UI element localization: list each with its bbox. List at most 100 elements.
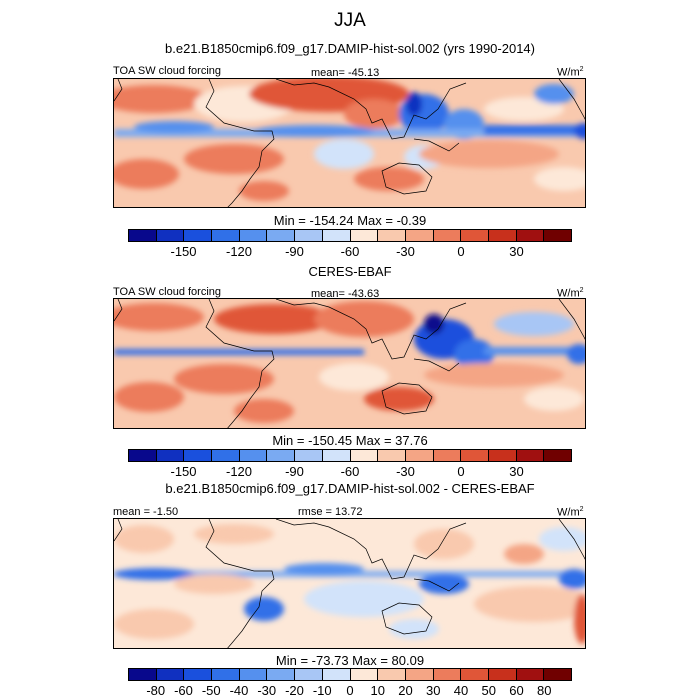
- panel1-mean-label: mean= -45.13: [311, 67, 380, 79]
- colorbar-swatch: [129, 230, 157, 241]
- colorbar-swatch: [433, 669, 462, 680]
- colorbar-swatch: [212, 450, 240, 461]
- colorbar-tick-label: -30: [396, 244, 415, 259]
- colorbar-swatch: [295, 230, 323, 241]
- colorbar-tick-label: 80: [537, 683, 552, 698]
- colorbar-tick-label: -90: [285, 244, 304, 259]
- colorbar-swatch: [516, 450, 545, 461]
- colorbar-swatch: [295, 450, 323, 461]
- model-field: [114, 79, 585, 201]
- panel3-mean-label: mean = -1.50: [113, 506, 179, 518]
- diff-map-panel: [113, 518, 586, 649]
- colorbar-swatch: [239, 230, 268, 241]
- colorbar-swatch: [544, 450, 571, 461]
- colorbar-swatch: [488, 669, 517, 680]
- panel1-units-label: W/m2: [557, 66, 584, 79]
- colorbar-tick-label: 40: [453, 683, 469, 698]
- colorbar-tick-label: 0: [346, 683, 354, 698]
- colorbar-tick-label: -60: [340, 464, 360, 479]
- colorbar-swatch: [433, 450, 462, 461]
- colorbar-tick-label: -60: [340, 244, 360, 259]
- panel3-minmax: Min = -73.73 Max = 80.09: [275, 653, 425, 668]
- panel3-rmse-label: rmse = 13.72: [298, 506, 363, 518]
- obs-field: [114, 301, 585, 423]
- colorbar-swatch: [156, 450, 185, 461]
- colorbar-swatch: [461, 669, 489, 680]
- colorbar-swatch: [516, 669, 545, 680]
- colorbar-swatch: [350, 669, 379, 680]
- colorbar-swatch: [267, 230, 296, 241]
- colorbar-swatch: [461, 450, 489, 461]
- colorbar-tick-label: 30: [509, 464, 524, 479]
- model-map-panel: [113, 78, 586, 208]
- colorbar-swatch: [488, 230, 517, 241]
- colorbar-tick-label: 0: [457, 244, 465, 259]
- figure-title: JJA: [334, 10, 366, 31]
- colorbar-tick-label: -80: [146, 683, 166, 698]
- obs-colorbar: [128, 449, 572, 462]
- obs-map-panel: [113, 298, 586, 429]
- colorbar-tick-label: -30: [396, 464, 415, 479]
- colorbar-swatch: [378, 669, 406, 680]
- obs-title: CERES-EBAF: [308, 264, 392, 279]
- colorbar-tick-label: -30: [257, 683, 277, 698]
- coastlines: [114, 299, 585, 428]
- colorbar-swatch: [212, 230, 240, 241]
- colorbar-swatch: [156, 230, 185, 241]
- colorbar-tick-label: 60: [509, 683, 524, 698]
- colorbar-swatch: [156, 669, 185, 680]
- colorbar-tick-label: -20: [285, 683, 304, 698]
- panel2-units-label: W/m2: [557, 287, 584, 300]
- colorbar-tick-label: -10: [312, 683, 332, 698]
- colorbar-swatch: [184, 669, 213, 680]
- colorbar-tick-label: 10: [370, 683, 385, 698]
- colorbar-swatch: [350, 230, 379, 241]
- colorbar-swatch: [461, 230, 489, 241]
- panel3-units-label: W/m2: [557, 506, 584, 519]
- colorbar-swatch: [212, 669, 240, 680]
- colorbar-swatch: [405, 669, 434, 680]
- colorbar-swatch: [405, 230, 434, 241]
- colorbar-swatch: [322, 669, 351, 680]
- colorbar-swatch: [322, 450, 351, 461]
- colorbar-swatch: [267, 669, 296, 680]
- diff-colorbar: [128, 668, 572, 681]
- model-title: b.e21.B1850cmip6.f09_g17.DAMIP-hist-sol.…: [165, 41, 535, 56]
- colorbar-swatch: [544, 669, 571, 680]
- colorbar-tick-label: -150: [170, 464, 197, 479]
- colorbar-tick-label: -120: [225, 244, 253, 259]
- colorbar-swatch: [239, 450, 268, 461]
- colorbar-tick-label: -60: [174, 683, 193, 698]
- panel1-variable-label: TOA SW cloud forcing: [113, 65, 222, 77]
- colorbar-swatch: [544, 230, 571, 241]
- panel2-minmax: Min = -150.45 Max = 37.76: [272, 433, 428, 448]
- diff-field: [114, 524, 585, 644]
- coastlines: [114, 519, 585, 648]
- panel2-variable-label: TOA SW cloud forcing: [113, 286, 222, 298]
- colorbar-swatch: [433, 230, 462, 241]
- diff-title: b.e21.B1850cmip6.f09_g17.DAMIP-hist-sol.…: [165, 481, 535, 496]
- colorbar-swatch: [488, 450, 517, 461]
- colorbar-swatch: [129, 450, 157, 461]
- model-colorbar: [128, 229, 572, 242]
- obs-map: [114, 299, 585, 428]
- colorbar-tick-label: -50: [201, 683, 221, 698]
- colorbar-swatch: [378, 450, 406, 461]
- colorbar-tick-label: 30: [509, 244, 524, 259]
- colorbar-swatch: [239, 669, 268, 680]
- diff-map: [114, 519, 585, 648]
- colorbar-swatch: [267, 450, 296, 461]
- colorbar-swatch: [350, 450, 379, 461]
- colorbar-tick-label: -120: [225, 464, 253, 479]
- colorbar-tick-label: 0: [457, 464, 465, 479]
- colorbar-tick-label: 30: [426, 683, 441, 698]
- colorbar-swatch: [129, 669, 157, 680]
- colorbar-swatch: [295, 669, 323, 680]
- coastlines: [114, 79, 585, 207]
- colorbar-tick-label: -150: [170, 244, 197, 259]
- colorbar-swatch: [322, 230, 351, 241]
- panel2-mean-label: mean= -43.63: [311, 288, 380, 300]
- model-map: [114, 79, 585, 207]
- panel1-minmax: Min = -154.24 Max = -0.39: [273, 213, 427, 228]
- colorbar-swatch: [184, 230, 213, 241]
